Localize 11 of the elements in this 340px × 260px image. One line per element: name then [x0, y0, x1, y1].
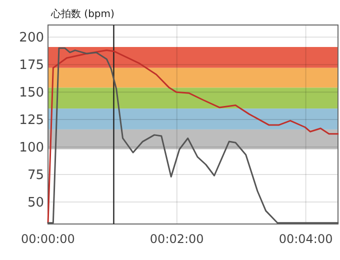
y-axis-title: 心拍数 (bpm)	[50, 8, 115, 20]
y-tick-label: 200	[19, 30, 44, 46]
y-tick-label: 50	[27, 196, 44, 211]
y-tick-label: 100	[19, 140, 44, 156]
y-tick-label: 125	[19, 113, 44, 128]
y-tick-label: 175	[19, 58, 44, 74]
x-tick-label: 00:02:00	[150, 232, 204, 246]
y-tick-label: 150	[19, 86, 44, 101]
x-tick-label: 00:04:00	[278, 232, 333, 246]
x-tick-label: 00:00:00	[21, 232, 75, 246]
y-tick-label: 75	[27, 168, 44, 184]
